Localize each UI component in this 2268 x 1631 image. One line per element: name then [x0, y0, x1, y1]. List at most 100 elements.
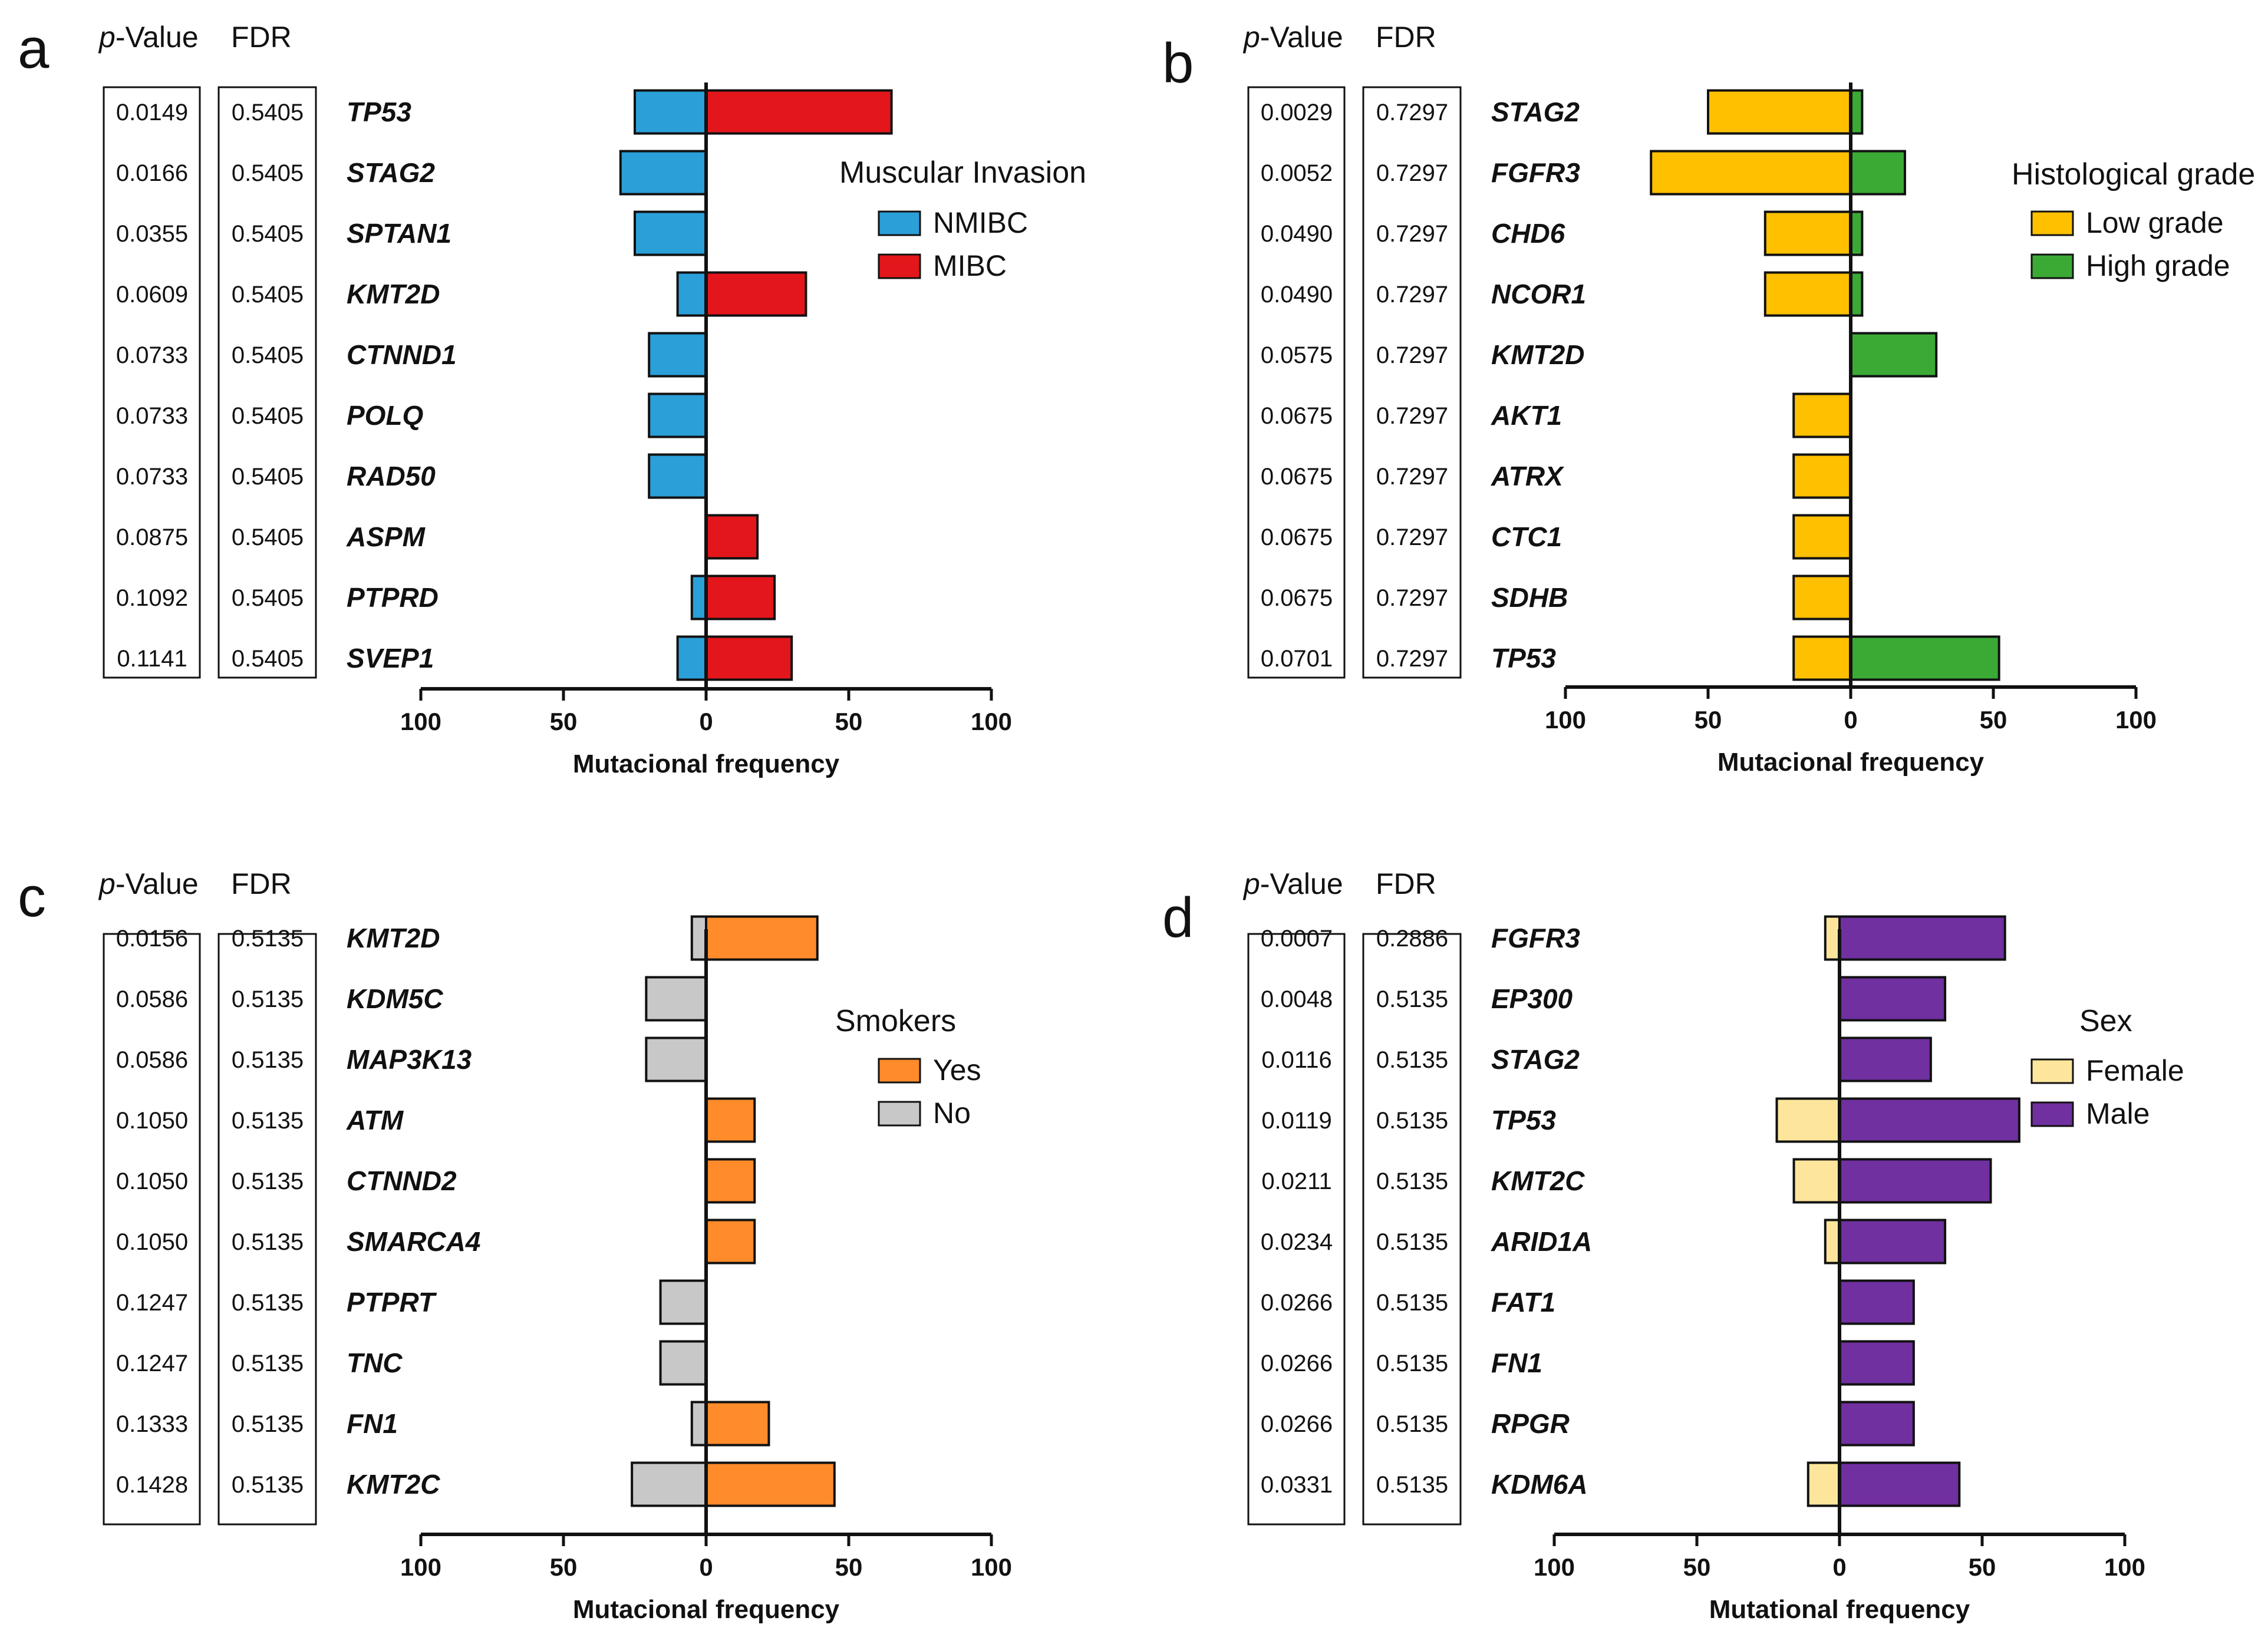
gene-label: STAG2: [1491, 97, 1580, 127]
pvalue-table-box: [1247, 933, 1346, 1526]
gene-label: NCOR1: [1491, 279, 1586, 309]
bar-low-grade: [1792, 635, 1852, 681]
fdr-cell: 0.5405: [232, 646, 304, 672]
pvalue-cell: 0.0266: [1261, 1411, 1333, 1437]
bar-low-grade: [1792, 392, 1852, 438]
pvalue-cell: 0.1092: [116, 585, 188, 611]
x-tick-label: 50: [835, 1553, 863, 1581]
gene-label: TP53: [347, 97, 411, 127]
bar-male: [1838, 1097, 2020, 1143]
pvalue-cell: 0.0733: [116, 403, 188, 429]
gene-label: SMARCA4: [347, 1226, 480, 1257]
x-tick-label: 50: [1695, 706, 1722, 734]
fdr-cell: 0.5405: [232, 403, 304, 429]
x-axis-label: Mutational frequency: [1709, 1595, 1970, 1624]
x-tick-label: 50: [1980, 706, 2007, 734]
legend-label: Male: [2086, 1097, 2150, 1130]
legend-title: Smokers: [835, 1004, 956, 1038]
gene-label: KDM5C: [347, 983, 443, 1014]
pvalue-header-rest: -Value: [1260, 21, 1343, 54]
bar-nmibc: [634, 210, 707, 256]
gene-label: RPGR: [1491, 1408, 1570, 1439]
gene-label: FGFR3: [1491, 923, 1580, 953]
bar-high-grade: [1850, 332, 1938, 378]
legend-title: Sex: [2079, 1004, 2132, 1038]
bar-female: [1824, 915, 1841, 961]
x-tick-label: 100: [2115, 706, 2157, 734]
fdr-cell: 0.5135: [232, 1472, 304, 1498]
bar-male: [1838, 915, 2006, 961]
fdr-header: FDR: [1376, 867, 1436, 900]
legend-label: High grade: [2086, 249, 2230, 282]
x-tick-label: 50: [550, 708, 578, 735]
bar-nmibc: [676, 271, 707, 317]
legend-label: No: [933, 1097, 971, 1130]
fdr-cell: 0.5135: [1376, 1108, 1448, 1134]
x-tick-label: 0: [699, 708, 713, 735]
panel-letter: c: [18, 866, 46, 929]
legend-swatch: [878, 210, 921, 236]
fdr-cell: 0.5405: [232, 342, 304, 368]
gene-label: FAT1: [1491, 1287, 1555, 1318]
gene-label: AKT1: [1491, 400, 1562, 431]
pvalue-cell: 0.0116: [1261, 1047, 1331, 1073]
gene-label: TNC: [347, 1348, 403, 1378]
bar-nmibc: [619, 150, 708, 196]
gene-label: KMT2D: [1491, 339, 1584, 370]
legend-label: Female: [2086, 1054, 2184, 1087]
bar-yes: [705, 1401, 770, 1447]
x-axis-label: Mutacional frequency: [573, 750, 840, 778]
bar-male: [1838, 1158, 1992, 1204]
pvalue-cell: 0.1050: [116, 1168, 188, 1194]
bar-nmibc: [648, 453, 707, 499]
gene-label: STAG2: [347, 157, 435, 188]
fdr-cell: 0.7297: [1376, 585, 1448, 611]
panel-letter: b: [1162, 32, 1194, 95]
gene-label: EP300: [1491, 983, 1573, 1014]
pvalue-cell: 0.0211: [1261, 1168, 1331, 1194]
bar-mibc: [705, 271, 807, 317]
bar-male: [1838, 1219, 1947, 1264]
fdr-cell: 0.5405: [232, 585, 304, 611]
pvalue-cell: 0.0701: [1261, 646, 1333, 672]
gene-label: MAP3K13: [347, 1044, 472, 1075]
bar-male: [1838, 976, 1947, 1022]
pvalue-cell: 0.0490: [1261, 282, 1333, 308]
pvalue-cell: 0.1050: [116, 1108, 188, 1134]
fdr-cell: 0.5135: [1376, 986, 1448, 1012]
pvalue-cell: 0.1428: [116, 1472, 188, 1498]
fdr-cell: 0.5135: [232, 986, 304, 1012]
legend-title: Histological grade: [2012, 157, 2255, 192]
fdr-header: FDR: [231, 21, 292, 54]
pvalue-table-box: [1247, 86, 1346, 679]
x-tick-label: 50: [550, 1553, 578, 1581]
fdr-cell: 0.7297: [1376, 403, 1448, 429]
gene-label: SVEP1: [347, 643, 434, 673]
gene-label: STAG2: [1491, 1044, 1580, 1075]
bar-no: [659, 1340, 708, 1386]
fdr-cell: 0.5135: [1376, 1047, 1448, 1073]
bar-male: [1838, 1036, 1932, 1082]
fdr-cell: 0.7297: [1376, 646, 1448, 672]
pvalue-cell: 0.0234: [1261, 1229, 1333, 1255]
x-tick-label: 50: [1969, 1553, 1996, 1581]
gene-label: ARID1A: [1491, 1226, 1592, 1257]
gene-label: KDM6A: [1491, 1469, 1588, 1500]
pvalue-header-rest: -Value: [116, 21, 199, 54]
x-tick-label: 100: [1534, 1553, 1575, 1581]
bar-yes: [705, 1219, 756, 1264]
pvalue-header-p: p: [98, 867, 116, 900]
pvalue-cell: 0.0609: [116, 282, 188, 308]
fdr-table-box: [1362, 86, 1462, 679]
pvalue-cell: 0.0266: [1261, 1351, 1333, 1376]
gene-label: CTNND1: [347, 339, 457, 370]
bar-low-grade: [1792, 575, 1852, 620]
gene-label: SPTAN1: [347, 218, 451, 249]
x-tick-label: 0: [1832, 1553, 1846, 1581]
fdr-cell: 0.5135: [1376, 1290, 1448, 1316]
fdr-header: FDR: [1376, 21, 1436, 54]
x-tick-label: 0: [699, 1553, 713, 1581]
bar-mibc: [705, 89, 893, 135]
fdr-cell: 0.5135: [1376, 1411, 1448, 1437]
fdr-cell: 0.5135: [1376, 1168, 1448, 1194]
